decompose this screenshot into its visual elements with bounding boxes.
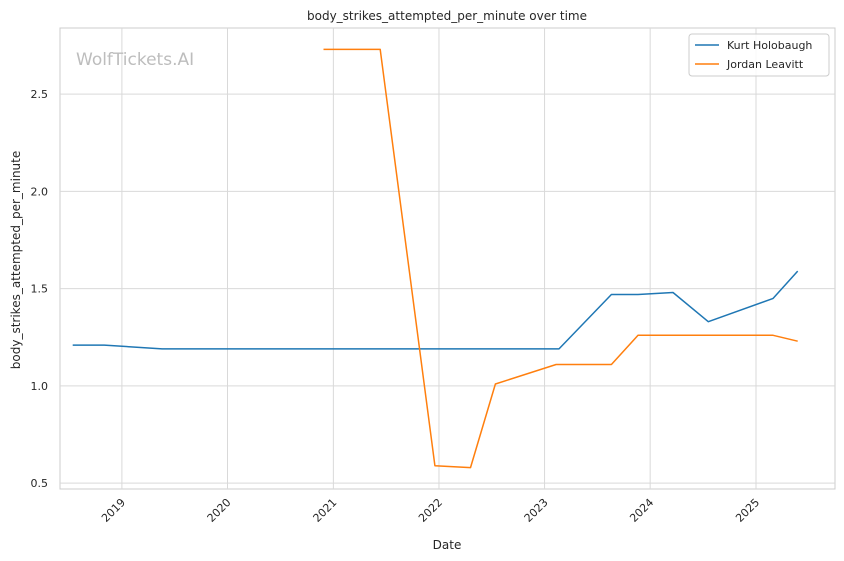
series-line-1 [72, 270, 799, 350]
y-tick-label: 2.0 [31, 185, 49, 198]
x-tick-label: 2019 [99, 496, 128, 525]
y-tick-label: 1.5 [31, 283, 49, 296]
x-tick-label: 2022 [416, 496, 445, 525]
x-tick-label: 2020 [205, 496, 234, 525]
x-axis-ticks: 2019 2020 2021 2022 2023 2024 2025 [99, 496, 762, 525]
watermark: WolfTickets.AI [76, 50, 194, 70]
y-tick-label: 0.5 [31, 477, 49, 490]
x-tick-label: 2024 [627, 496, 656, 525]
legend: Kurt Holobaugh Jordan Leavitt [688, 33, 830, 77]
y-axis-title: body_strikes_attempted_per_minute [9, 151, 23, 369]
x-tick-label: 2023 [522, 496, 551, 525]
series-line-2 [323, 48, 798, 469]
legend-label: Kurt Holobaugh [727, 39, 812, 52]
x-axis-title: Date [433, 538, 462, 552]
legend-box [688, 33, 830, 77]
grid-lines [60, 28, 835, 489]
chart-title: body_strikes_attempted_per_minute over t… [307, 9, 587, 23]
y-tick-label: 2.5 [31, 88, 49, 101]
x-tick-label: 2021 [311, 496, 340, 525]
legend-label: Jordan Leavitt [726, 58, 804, 71]
x-tick-label: 2025 [733, 496, 762, 525]
y-tick-label: 1.0 [31, 380, 49, 393]
y-axis-ticks: 0.5 1.0 1.5 2.0 2.5 [31, 88, 49, 490]
plot-area [59, 27, 836, 490]
series-lines [72, 48, 799, 469]
